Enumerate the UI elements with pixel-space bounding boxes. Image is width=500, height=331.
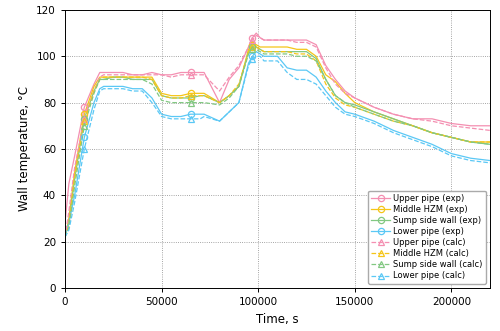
Legend: Upper pipe (exp), Middle HZM (exp), Sump side wall (exp), Lower pipe (exp), Uppe: Upper pipe (exp), Middle HZM (exp), Sump…: [368, 191, 486, 284]
Y-axis label: Wall temperature, °C: Wall temperature, °C: [18, 86, 30, 212]
X-axis label: Time, s: Time, s: [256, 312, 299, 326]
